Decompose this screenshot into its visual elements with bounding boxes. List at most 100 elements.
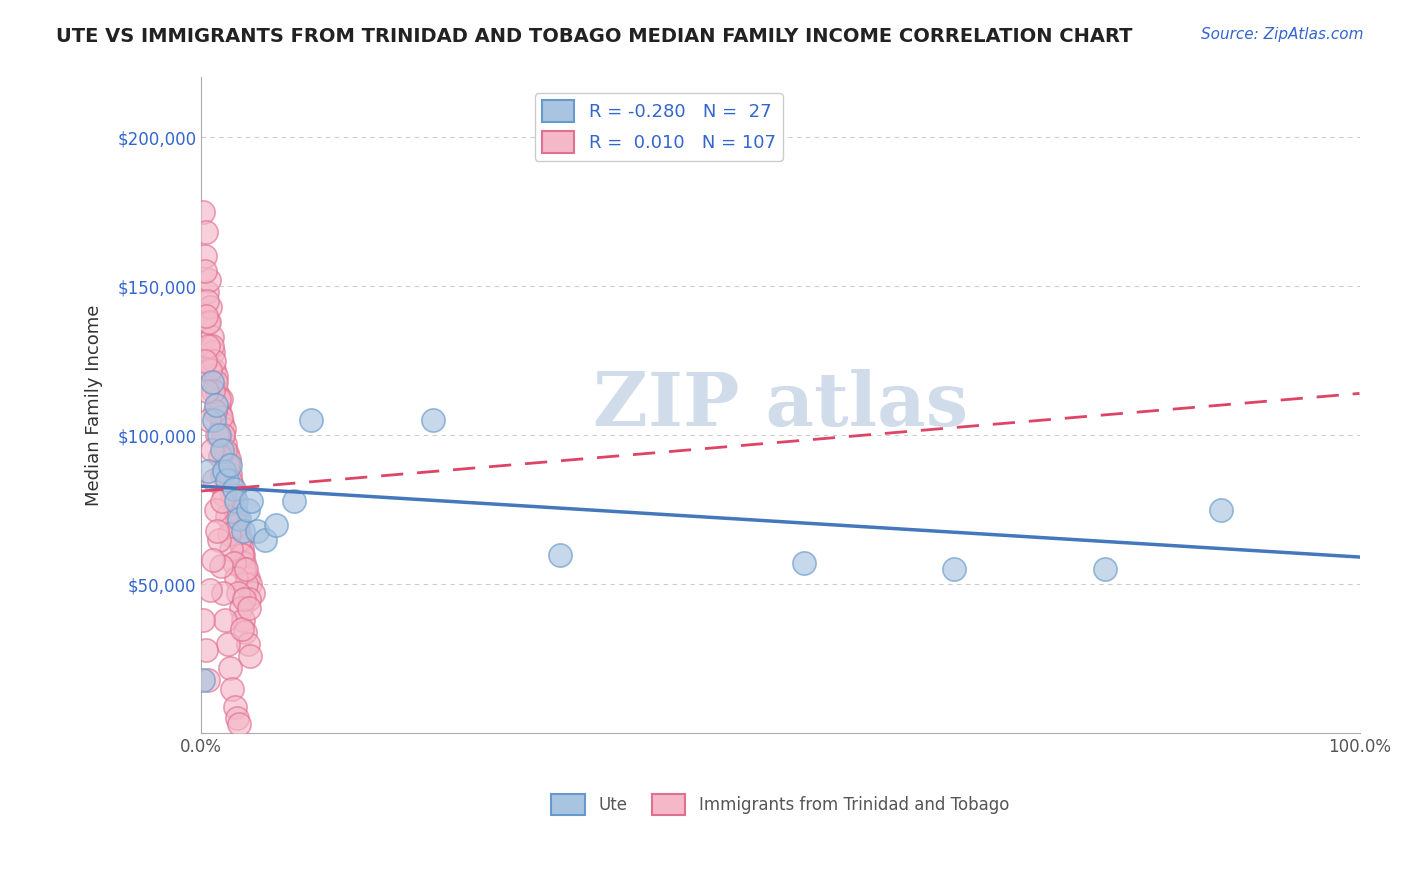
Point: [214, 443, 236, 458]
Point: [205, 503, 228, 517]
Point: [202, 362, 225, 376]
Point: [197, 339, 219, 353]
Point: [225, 506, 247, 520]
Text: ZIP atlas: ZIP atlas: [593, 369, 967, 442]
Point: [215, 473, 238, 487]
Point: [194, 353, 217, 368]
Point: [233, 592, 256, 607]
Point: [233, 562, 256, 576]
Point: [219, 467, 242, 481]
Point: [195, 384, 218, 398]
Point: [207, 524, 229, 538]
Point: [200, 330, 222, 344]
Point: [218, 452, 240, 467]
Point: [211, 443, 233, 458]
Point: [240, 493, 263, 508]
Point: [200, 443, 222, 458]
Point: [209, 410, 232, 425]
Point: [238, 601, 260, 615]
Point: [212, 586, 235, 600]
Point: [236, 637, 259, 651]
Point: [228, 526, 250, 541]
Point: [209, 392, 232, 407]
Point: [194, 226, 217, 240]
Point: [283, 493, 305, 508]
Point: [242, 586, 264, 600]
Point: [197, 315, 219, 329]
Y-axis label: Median Family Income: Median Family Income: [86, 305, 103, 506]
Point: [239, 648, 262, 663]
Point: [231, 541, 253, 556]
Point: [229, 533, 252, 547]
Point: [207, 386, 229, 401]
Point: [231, 548, 253, 562]
Point: [246, 524, 269, 538]
Point: [236, 503, 259, 517]
Point: [422, 413, 444, 427]
Point: [219, 458, 242, 472]
Point: [193, 673, 215, 687]
Point: [548, 548, 571, 562]
Point: [236, 571, 259, 585]
Point: [200, 375, 222, 389]
Point: [229, 601, 252, 615]
Point: [198, 273, 221, 287]
Point: [208, 449, 231, 463]
Point: [217, 458, 239, 472]
Point: [231, 622, 253, 636]
Point: [194, 249, 217, 263]
Point: [226, 517, 249, 532]
Point: [222, 482, 245, 496]
Point: [235, 577, 257, 591]
Point: [232, 613, 254, 627]
Point: [221, 541, 243, 556]
Point: [209, 559, 232, 574]
Point: [219, 473, 242, 487]
Point: [1209, 503, 1232, 517]
Point: [195, 285, 218, 299]
Point: [211, 417, 233, 431]
Point: [207, 533, 229, 547]
Point: [235, 562, 257, 576]
Point: [200, 339, 222, 353]
Point: [221, 488, 243, 502]
Point: [1094, 562, 1116, 576]
Point: [202, 473, 225, 487]
Point: [233, 625, 256, 640]
Point: [193, 613, 215, 627]
Point: [221, 681, 243, 696]
Point: [266, 517, 288, 532]
Point: [204, 375, 226, 389]
Point: [226, 711, 249, 725]
Point: [207, 399, 229, 413]
Point: [212, 428, 235, 442]
Point: [201, 553, 224, 567]
Point: [200, 583, 222, 598]
Point: [205, 368, 228, 383]
Point: [792, 557, 814, 571]
Point: [221, 475, 243, 490]
Point: [214, 613, 236, 627]
Point: [214, 464, 236, 478]
Point: [222, 488, 245, 502]
Point: [214, 488, 236, 502]
Point: [197, 464, 219, 478]
Point: [202, 413, 225, 427]
Point: [224, 503, 246, 517]
Point: [226, 512, 249, 526]
Point: [200, 300, 222, 314]
Point: [198, 315, 221, 329]
Point: [221, 482, 243, 496]
Point: [233, 557, 256, 571]
Point: [204, 404, 226, 418]
Legend: Ute, Immigrants from Trinidad and Tobago: Ute, Immigrants from Trinidad and Tobago: [544, 788, 1017, 822]
Point: [200, 362, 222, 376]
Point: [214, 437, 236, 451]
Point: [195, 294, 218, 309]
Point: [194, 264, 217, 278]
Point: [212, 428, 235, 442]
Point: [205, 375, 228, 389]
Point: [211, 467, 233, 481]
Point: [207, 428, 229, 442]
Point: [194, 643, 217, 657]
